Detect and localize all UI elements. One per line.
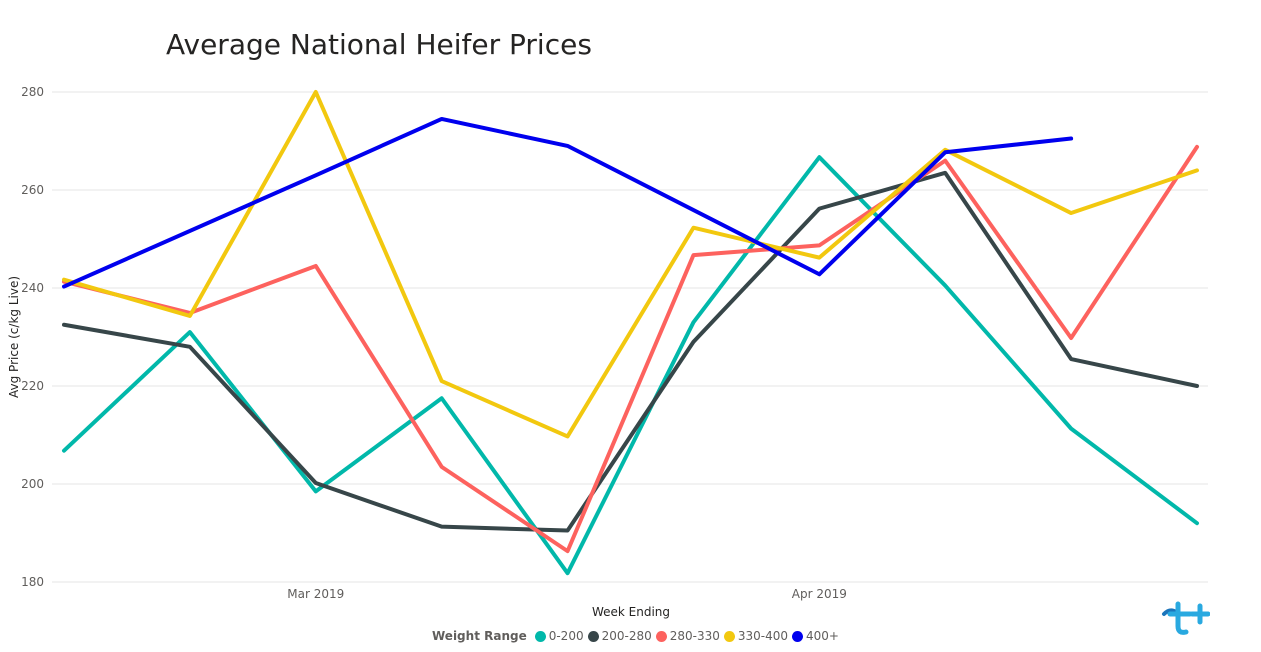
series-line-200-280 <box>62 170 1199 533</box>
legend-marker-icon <box>587 630 599 642</box>
series-lines <box>62 90 1199 576</box>
series-line-0-200 <box>62 155 1199 576</box>
x-tick-labels: Mar 2019 Apr 2019 <box>287 587 847 601</box>
x-tick-label: Apr 2019 <box>792 587 847 601</box>
y-tick-label: 240 <box>21 281 44 295</box>
legend-label: 0-200 <box>548 629 584 643</box>
legend-items: 0-200 200-280 280-330 330-400 400+ <box>534 629 843 643</box>
series-line-280-330 <box>62 144 1199 554</box>
legend-title: Weight Range <box>432 629 527 643</box>
series-line-400+ <box>62 116 1074 289</box>
legend-item[interactable]: 0-200 <box>534 629 584 643</box>
legend-item[interactable]: 280-330 <box>655 629 720 643</box>
y-tick-labels: 180 200 220 240 260 280 <box>21 85 44 589</box>
y-tick-label: 180 <box>21 575 44 589</box>
y-axis-label: Avg Price (c/kg Live) <box>7 276 21 398</box>
legend: Weight Range 0-200 200-280 280-330 330-400 4… <box>432 629 843 643</box>
legend-label: 280-330 <box>669 629 720 643</box>
legend-item[interactable]: 200-280 <box>587 629 652 643</box>
y-tick-label: 260 <box>21 183 44 197</box>
x-tick-label: Mar 2019 <box>287 587 344 601</box>
legend-item[interactable]: 400+ <box>792 629 839 643</box>
x-axis-label: Week Ending <box>592 605 670 619</box>
legend-label: 400+ <box>806 629 839 643</box>
legend-marker-icon <box>534 630 546 642</box>
y-tick-label: 220 <box>21 379 44 393</box>
legend-marker-icon <box>655 630 667 642</box>
legend-marker-icon <box>723 630 735 642</box>
legend-item[interactable]: 330-400 <box>723 629 789 643</box>
legend-marker-icon <box>792 630 804 642</box>
tick-plus-logo-icon <box>1162 601 1210 635</box>
y-tick-label: 280 <box>21 85 44 99</box>
y-tick-label: 200 <box>21 477 44 491</box>
gridlines <box>52 91 1208 583</box>
chart-title: Average National Heifer Prices <box>166 28 592 61</box>
legend-label: 200-280 <box>601 629 652 643</box>
legend-label: 330-400 <box>737 629 789 643</box>
